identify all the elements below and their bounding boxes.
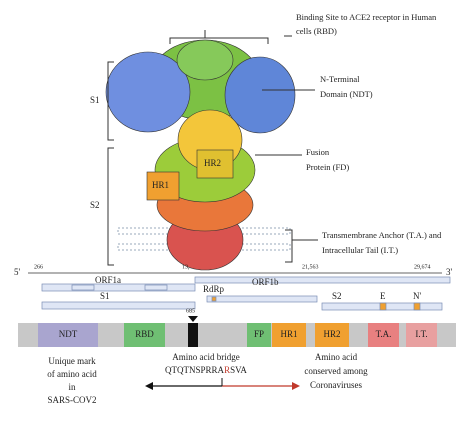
domain-segment (368, 323, 399, 347)
bridge-label: Amino acid bridge (172, 352, 239, 362)
sequence-part: SVA (230, 365, 247, 375)
domain-segment (124, 323, 165, 347)
tm-label: Intracellular Tail (I.T.) (322, 245, 398, 255)
cleavage-site (188, 323, 198, 347)
rbd-label: Binding Site to ACE2 receptor in Human (296, 12, 437, 22)
fusion-label: Fusion (306, 147, 330, 157)
unique-note: in (68, 382, 76, 392)
conserved-note: Coronaviruses (310, 380, 362, 390)
brackets (107, 30, 318, 266)
hr2-label: HR2 (204, 158, 221, 168)
domain-segment (315, 323, 349, 347)
ntd-label: N-Terminal (320, 74, 360, 84)
position: 21,563 (302, 264, 319, 270)
domain-label: T.A. (376, 329, 392, 339)
unique-note: SARS-COV2 (47, 395, 96, 405)
domain-label: NDT (59, 329, 78, 339)
n-label: N' (413, 291, 421, 301)
arrow-head (145, 382, 153, 390)
domain-segment (38, 323, 98, 347)
e-label: E (380, 291, 386, 301)
unique-note: Unique mark (48, 356, 96, 366)
position: 29,674 (414, 264, 431, 270)
s1-label: S1 (90, 95, 100, 105)
position: 13, (182, 264, 190, 270)
domain-label: HR1 (280, 329, 297, 339)
conserved-note: Amino acid (315, 352, 358, 362)
hr1-label: HR1 (152, 180, 169, 190)
domain-segment (272, 323, 306, 347)
sequence-highlight: R (224, 365, 230, 375)
unique-note: of amino acid (47, 369, 97, 379)
sequence: QTQTNSPRRARSVA (165, 365, 247, 375)
tm-label: Transmembrane Anchor (T.A.) and (322, 230, 442, 240)
conserved-note: conserved among (304, 366, 368, 376)
spike-protein (105, 39, 296, 271)
orf1a-label: ORF1a (95, 275, 121, 285)
domain-segment (406, 323, 437, 347)
sequence-part: QTQTNSPRRA (165, 365, 225, 375)
rbd-label: cells (RBD) (296, 26, 337, 36)
fusion-label: Protein (FD) (306, 162, 349, 172)
domain-label: RBD (135, 329, 154, 339)
s2-label: S2 (90, 200, 100, 210)
rdrp-label: RdRp (203, 284, 225, 294)
arrow-head (292, 382, 300, 390)
s2-gene-label: S2 (332, 291, 342, 301)
five-prime: 5' (14, 267, 21, 277)
position: 266 (34, 264, 43, 270)
marker (188, 316, 198, 322)
orf1b-label: ORF1b (252, 277, 279, 287)
three-prime: 3' (446, 267, 453, 277)
domain-label: I.T. (415, 329, 427, 339)
domain-label: FP (254, 329, 264, 339)
genome-boxes (41, 276, 451, 311)
ntd-label: Domain (NDT) (320, 89, 373, 99)
marker-label: 685 (186, 308, 195, 314)
domain-segment (247, 323, 271, 347)
s1-gene-label: S1 (100, 291, 110, 301)
domain-label: HR2 (323, 329, 340, 339)
